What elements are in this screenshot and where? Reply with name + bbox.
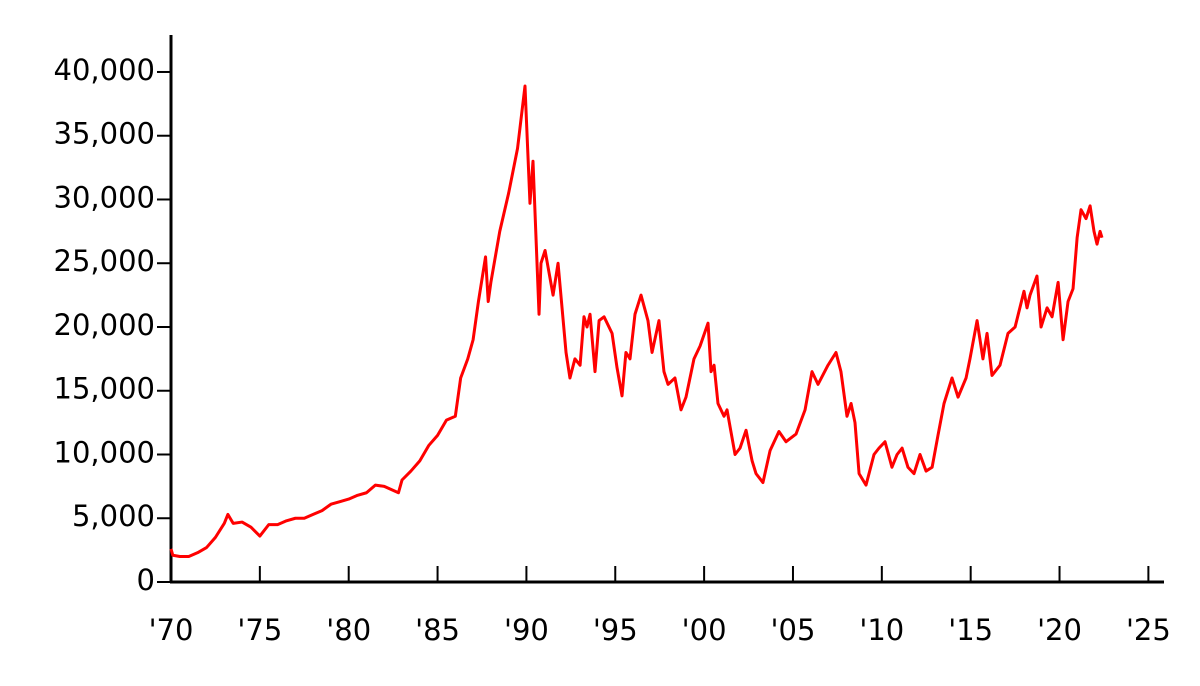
x-tick-label: '05 [771,613,816,647]
x-tick-label: '95 [593,613,638,647]
x-tick-label: '80 [326,613,371,647]
x-tick-label: '25 [1126,613,1171,647]
x-tick-label: '10 [859,613,904,647]
y-tick-label: 5,000 [72,499,155,533]
data-line [169,84,1104,558]
y-tick-label: 0 [137,563,155,597]
x-tick-label: '00 [682,613,727,647]
y-tick-label: 15,000 [54,372,155,406]
y-tick-label: 40,000 [54,53,155,87]
x-tick-label: '90 [504,613,549,647]
x-tick-label: '70 [149,613,194,647]
y-tick-label: 30,000 [54,180,155,214]
x-tick-label: '75 [237,613,282,647]
y-tick-label: 20,000 [54,308,155,342]
x-tick-label: '20 [1037,613,1082,647]
x-tick-label: '15 [948,613,993,647]
y-tick-label: 35,000 [54,117,155,151]
x-tick-label: '85 [415,613,460,647]
y-tick-label: 10,000 [54,435,155,469]
y-tick-label: 25,000 [54,244,155,278]
